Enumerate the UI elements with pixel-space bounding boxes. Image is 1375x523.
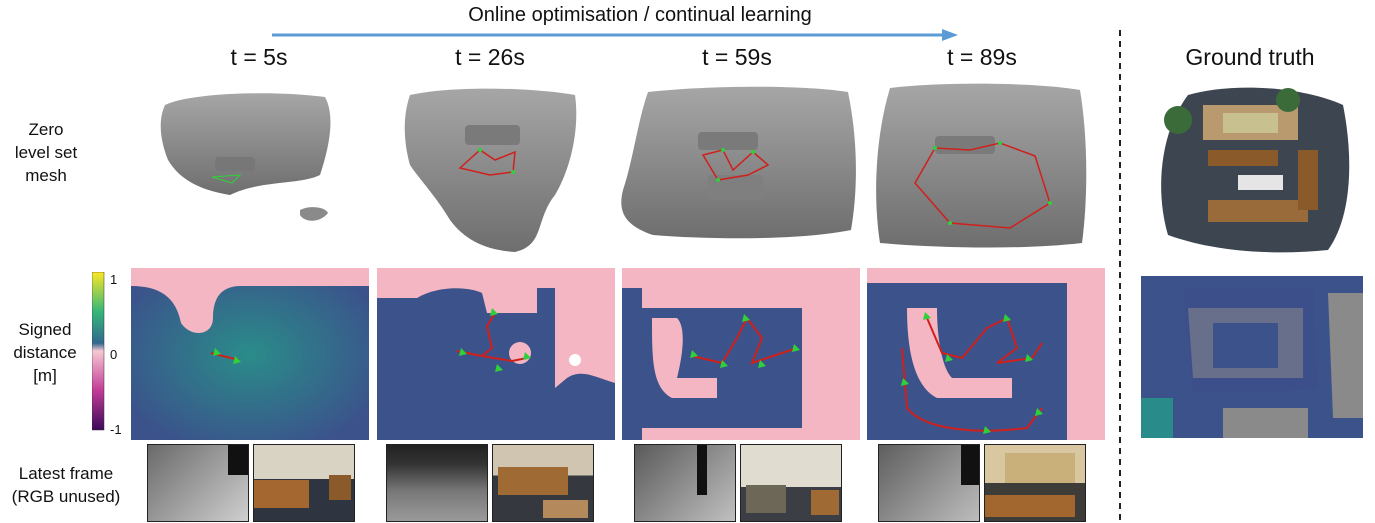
colorbar-tick-bottom: -1 — [110, 422, 122, 437]
wall-art — [1005, 453, 1075, 483]
colorbar-tick-mid: 0 — [110, 347, 118, 362]
sdf-t26 — [377, 268, 615, 440]
rgb-frame-t5 — [253, 444, 355, 522]
timeline-arrow — [272, 29, 958, 41]
time-label-2: t = 26s — [455, 44, 525, 70]
mesh-t26 — [404, 88, 577, 252]
chair — [811, 490, 839, 515]
ground-truth-mesh — [1161, 87, 1350, 253]
depth-hole — [961, 445, 979, 485]
rgb-frame-t26 — [492, 444, 594, 522]
sofa — [498, 467, 568, 495]
sdf-t59 — [622, 268, 860, 440]
depth-frame-t59 — [634, 444, 736, 522]
row-label-frame-line1: Latest frame — [18, 464, 114, 483]
table — [543, 500, 588, 518]
mesh-t5 — [160, 93, 331, 221]
row-label-mesh: Zero level set mesh — [0, 118, 92, 187]
time-label-3: t = 59s — [702, 44, 772, 70]
colorbar-tick-top: 1 — [110, 272, 118, 287]
sofa — [985, 495, 1075, 517]
rgb-frame-t59 — [740, 444, 842, 522]
chair — [746, 485, 786, 513]
depth-frame-t89 — [878, 444, 980, 522]
row-label-sdf-line1: Signed — [18, 320, 72, 339]
row-label-sdf-line2: distance — [13, 343, 77, 362]
colorbar — [92, 272, 105, 431]
mesh-t89 — [876, 83, 1087, 248]
ground-truth-label: Ground truth — [1185, 44, 1315, 70]
depth-frame-t5 — [147, 444, 249, 522]
sdf-t89 — [867, 268, 1105, 440]
depth-frame-t26 — [386, 444, 488, 522]
time-label-1: t = 5s — [230, 44, 288, 70]
row-label-frame-line2: (RGB unused) — [11, 487, 121, 506]
row-label-frame: Latest frame (RGB unused) — [0, 462, 132, 508]
rgb-frame-t89 — [984, 444, 1086, 522]
sdf-t5 — [131, 268, 369, 440]
separator-line — [1119, 30, 1121, 523]
row-label-sdf: Signed distance [m] — [0, 318, 90, 387]
ground-truth-sdf — [1141, 276, 1363, 438]
sofa — [254, 480, 309, 508]
row-label-sdf-line3: [m] — [33, 366, 57, 385]
depth-hole — [697, 445, 707, 495]
mesh-t59 — [621, 86, 856, 239]
depth-hole — [228, 445, 248, 475]
time-label-4: t = 89s — [947, 44, 1017, 70]
row-label-mesh-line1: Zero — [28, 120, 64, 139]
header-arrow-label: Online optimisation / continual learning — [468, 4, 812, 26]
row-label-mesh-line2: level set — [14, 143, 78, 162]
chair — [329, 475, 351, 500]
row-label-mesh-line3: mesh — [25, 166, 67, 185]
